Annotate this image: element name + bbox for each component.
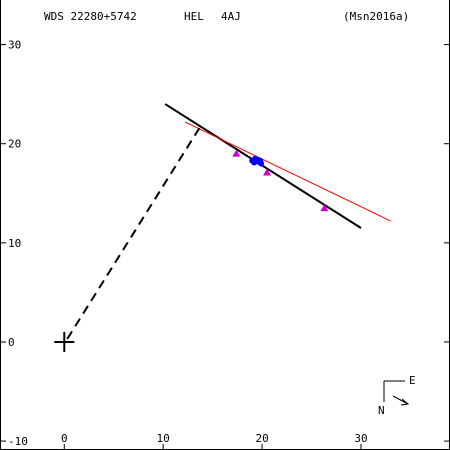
x-tick-label-10: 10 — [157, 432, 170, 445]
speckle-point-6 — [257, 157, 264, 164]
header-discoverer: HEL — [184, 10, 204, 23]
micrometer-point-1 — [263, 168, 272, 176]
y-tick-label-20: 20 — [8, 138, 21, 151]
header-pair: 4AJ — [221, 10, 241, 23]
y-tick-label-10: 10 — [8, 237, 21, 250]
x-tick-label-20: 20 — [255, 432, 268, 445]
micrometer-point-0 — [232, 149, 241, 157]
speckle-point-5 — [251, 159, 258, 166]
compass-motion-arrow — [392, 395, 409, 405]
black-orbit-line — [164, 103, 362, 229]
compass-east-label: E — [409, 374, 416, 387]
header-designation: WDS 22280+5742 — [44, 10, 137, 23]
x-tick-label-0: 0 — [61, 432, 68, 445]
periastron-line — [66, 125, 202, 340]
compass-north-label: N — [378, 404, 385, 417]
header-reference: (Msn2016a) — [343, 10, 409, 23]
compass: E N — [378, 374, 416, 417]
y-tick-label-0: 0 — [8, 336, 15, 349]
compass-arrowhead — [400, 398, 410, 406]
x-tick-label-30: 30 — [354, 432, 367, 445]
axis-ticks: 0 10 20 30 -10 0 10 20 30 — [0, 39, 450, 450]
micrometer-point-2 — [320, 204, 329, 212]
red-orbit-line — [184, 121, 391, 222]
plot-marks — [54, 103, 391, 352]
y-tick-label-30: 30 — [8, 39, 21, 52]
y-tick-label--10: -10 — [8, 435, 28, 448]
